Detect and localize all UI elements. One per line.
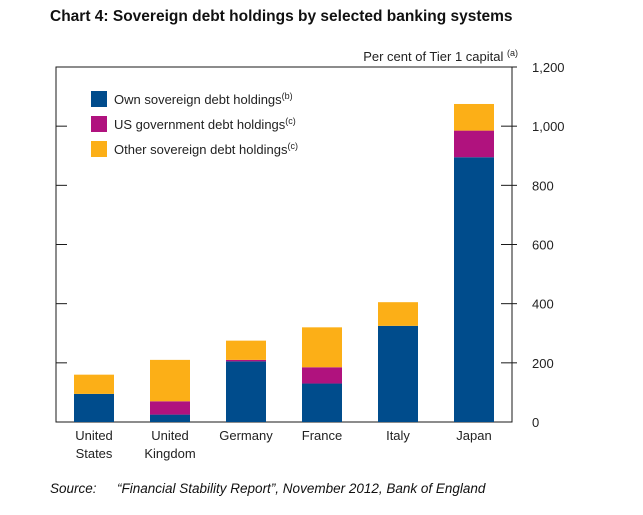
bar-segment (226, 359, 266, 362)
bar-segment (150, 414, 190, 422)
bar-segment (302, 383, 342, 422)
x-tick-label: United (75, 428, 113, 443)
bar-segment (74, 374, 114, 394)
bar-segment (226, 340, 266, 360)
legend-label: Other sovereign debt holdings(c) (114, 141, 298, 157)
source-text: “Financial Stability Report”, November 2… (117, 481, 486, 496)
bar-segment (150, 401, 190, 415)
bar-segment (226, 361, 266, 422)
x-tick-label: France (302, 428, 342, 443)
legend-swatch (91, 141, 107, 157)
y-tick-label: 1,200 (532, 60, 565, 75)
x-tick-label: Japan (456, 428, 491, 443)
x-tick-label: United (151, 428, 189, 443)
legend: Own sovereign debt holdings(b) US governm… (91, 91, 298, 157)
stacked-bar-chart: Per cent of Tier 1 capital (a) 0 200 400 60… (55, 48, 565, 461)
x-tick-label: Germany (219, 428, 273, 443)
right-axis: 0 200 400 600 800 1,000 1,200 (501, 60, 565, 430)
legend-series-name: US government debt holdings (114, 117, 286, 132)
legend-note: (c) (287, 141, 298, 151)
legend-note: (c) (285, 116, 296, 126)
bar-segment (302, 367, 342, 384)
legend-series-name: Own sovereign debt holdings (114, 92, 282, 107)
bar-segment (454, 157, 494, 422)
legend-note: (b) (282, 91, 293, 101)
left-tick-marks (56, 125, 67, 364)
bar-segment (302, 327, 342, 368)
legend-label: US government debt holdings(c) (114, 116, 296, 132)
y-tick-label: 1,000 (532, 119, 565, 134)
legend-label: Own sovereign debt holdings(b) (114, 91, 293, 107)
y-axis-label: Per cent of Tier 1 capital (a) (363, 48, 518, 64)
bar-segment (454, 103, 494, 131)
bar-segment (378, 302, 418, 326)
legend-swatch (91, 116, 107, 132)
bar-segment (454, 130, 494, 158)
legend-swatch (91, 91, 107, 107)
y-axis-label-note: (a) (507, 48, 518, 58)
y-tick-label: 0 (532, 415, 539, 430)
y-tick-label: 400 (532, 297, 554, 312)
x-tick-label: States (76, 446, 113, 461)
chart-title: Chart 4: Sovereign debt holdings by sele… (50, 8, 513, 25)
y-tick-label: 800 (532, 178, 554, 193)
bar-segment (150, 359, 190, 402)
bars (74, 103, 494, 422)
source-note: Source: “Financial Stability Report”, Nov… (50, 481, 485, 496)
x-tick-label: Kingdom (144, 446, 195, 461)
y-tick-label: 200 (532, 356, 554, 371)
category-labels: United States United Kingdom Germany France It… (75, 428, 492, 461)
legend-series-name: Other sovereign debt holdings (114, 142, 288, 157)
source-label: Source: (50, 481, 97, 496)
bar-segment (74, 393, 114, 422)
y-axis-label-text: Per cent of Tier 1 capital (363, 49, 503, 64)
x-tick-label: Italy (386, 428, 410, 443)
y-tick-label: 600 (532, 238, 554, 253)
bar-segment (378, 325, 418, 422)
